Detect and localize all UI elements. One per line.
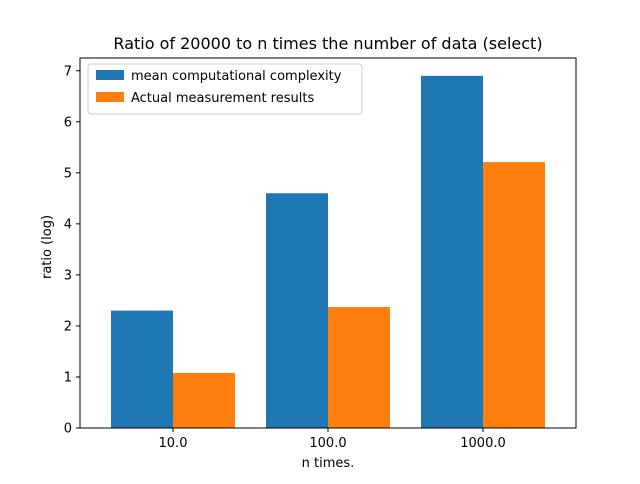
bar-2-10.0 — [173, 372, 235, 428]
legend-label-2: Actual measurement results — [131, 91, 314, 106]
x-tick-label: 10.0 — [159, 436, 188, 451]
bar-1-100.0 — [266, 193, 328, 428]
x-tick-label: 1000.0 — [460, 436, 506, 451]
x-tick-label: 100.0 — [309, 436, 346, 451]
legend-swatch-1 — [96, 70, 124, 80]
y-tick-label: 7 — [64, 64, 72, 79]
plot-area — [111, 75, 545, 429]
legend-swatch-2 — [96, 92, 124, 102]
bar-1-1000.0 — [421, 75, 483, 429]
legend-label-1: mean computational complexity — [131, 69, 342, 84]
x-axis-label: n times. — [302, 456, 355, 471]
legend: mean computational complexity Actual meas… — [87, 63, 363, 115]
y-tick-label: 5 — [64, 166, 72, 181]
y-tick-label: 0 — [64, 422, 72, 437]
x-axis: 10.0 100.0 1000.0 — [159, 428, 506, 451]
y-tick-label: 1 — [64, 370, 72, 385]
y-tick-label: 3 — [64, 268, 72, 283]
bar-1-10.0 — [111, 310, 173, 428]
y-tick-label: 2 — [64, 319, 72, 334]
chart-title: Ratio of 20000 to n times the number of … — [113, 34, 542, 53]
legend-box — [87, 63, 363, 115]
plot-frame — [79, 57, 577, 429]
y-tick-label: 6 — [64, 115, 72, 130]
bar-2-100.0 — [328, 307, 390, 428]
y-tick-label: 4 — [64, 217, 72, 232]
y-axis: 0 1 2 3 4 5 6 7 — [64, 64, 80, 437]
bar-2-1000.0 — [483, 162, 545, 429]
y-axis-label: ratio (log) — [40, 215, 55, 279]
